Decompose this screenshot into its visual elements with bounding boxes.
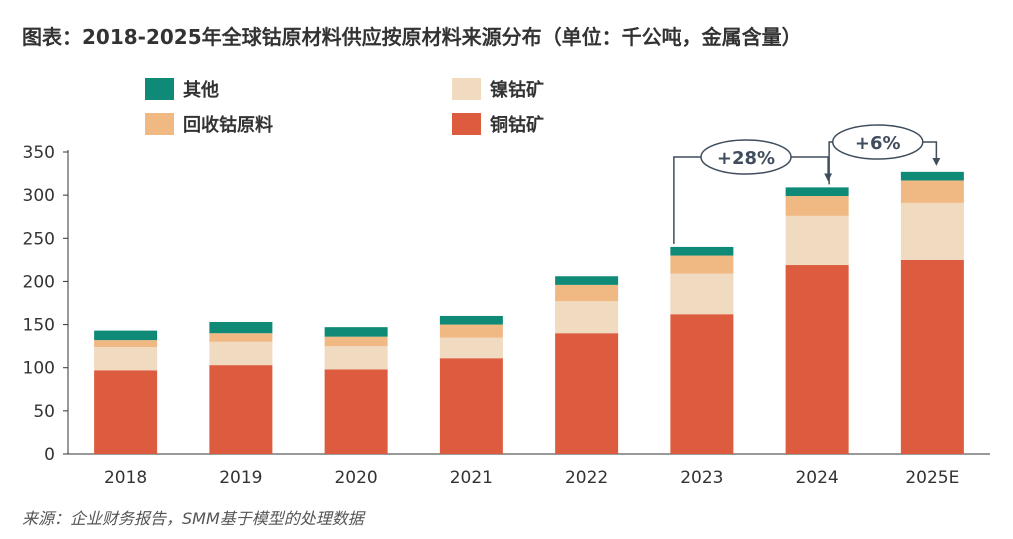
bar-segment-recycled-2025e [900,180,964,203]
bar-segment-other-2022 [555,276,619,285]
legend-item-copper: 铜钴矿 [452,113,544,136]
bar-stack-2018 [94,330,158,454]
growth-label-text: +28% [717,148,775,169]
x-tick-label: 2025E [905,468,959,488]
bar-segment-nickel-2025e [900,202,964,260]
bar-segment-recycled-2024 [785,196,849,216]
legend-item-nickel: 镍钴矿 [452,78,544,101]
bar-stack-2020 [324,327,388,454]
bar-stack-2024 [785,187,849,454]
y-tick-label: 300 [23,186,55,206]
bar-segment-recycled-2020 [324,336,388,347]
bar-segment-copper-2025e [900,259,964,454]
legend-swatch-recycled [145,113,174,135]
growth-annotation-2024-2025e: +6% [828,124,941,185]
bar-segment-copper-2024 [785,265,849,454]
bar-segment-copper-2018 [94,370,158,454]
chart-source-note: 来源：企业财务报告，SMM基于模型的处理数据 [22,509,364,528]
y-tick-label: 250 [23,229,55,249]
legend-swatch-copper [452,113,481,135]
bar-stack-2019 [209,321,273,454]
y-tick-label: 50 [33,402,55,422]
bar-segment-other-2018 [94,330,158,341]
growth-label-bubble [700,139,792,175]
growth-annotations: +28% +6% [673,124,941,244]
x-tick-label: 2023 [680,468,723,488]
bar-segment-recycled-2019 [209,333,273,342]
bar-stack-2025e [900,171,964,454]
bar-stack-2022 [555,276,619,454]
bar-segment-copper-2020 [324,369,388,454]
y-tick-label: 200 [23,272,55,292]
bar-segment-recycled-2022 [555,284,619,302]
bar-segment-nickel-2018 [94,347,158,371]
y-axis: 0 50 100 150 200 250 300 350 [23,143,69,465]
x-axis: 2018 2019 2020 2021 2022 2023 2024 2025E [68,453,990,488]
bar-segment-nickel-2023 [670,273,734,315]
bar-segment-other-2023 [670,246,734,256]
bar-segment-other-2021 [439,315,503,325]
bar-segment-recycled-2023 [670,255,734,274]
bar-segment-copper-2022 [555,333,619,454]
bar-segment-nickel-2019 [209,341,273,366]
y-tick-label: 350 [23,143,55,163]
bar-segment-nickel-2021 [439,337,503,359]
x-tick-label: 2021 [450,468,493,488]
x-tick-label: 2019 [219,468,262,488]
bar-segment-nickel-2022 [555,301,619,334]
x-tick-label: 2020 [334,468,377,488]
x-tick-label: 2018 [104,468,147,488]
x-tick-label: 2024 [795,468,838,488]
bar-segment-other-2020 [324,327,388,337]
bar-segment-other-2024 [785,187,849,197]
legend-label-copper: 铜钴矿 [490,114,544,136]
legend-label-other: 其他 [183,79,219,101]
y-tick-label: 0 [44,445,55,465]
growth-label-bubble [832,124,924,160]
bar-segment-copper-2021 [439,358,503,454]
legend-label-nickel: 镍钴矿 [490,79,544,101]
legend-item-recycled: 回收钴原料 [145,113,273,136]
bar-segment-recycled-2021 [439,324,503,338]
y-tick-label: 100 [23,359,55,379]
legend-swatch-other [145,78,174,100]
bar-segment-copper-2019 [209,365,273,454]
x-tick-label: 2022 [565,468,608,488]
bar-stack-2023 [670,246,734,454]
bar-segment-other-2019 [209,321,273,334]
bar-segment-nickel-2024 [785,215,849,266]
bar-stack-2021 [439,315,503,454]
growth-label-text: +6% [855,133,901,154]
legend-label-recycled: 回收钴原料 [183,114,273,136]
growth-annotation-2023-2024: +28% [673,139,833,244]
bar-segment-nickel-2020 [324,346,388,370]
y-tick-label: 150 [23,316,55,336]
bar-series-group [94,171,964,454]
bar-segment-recycled-2018 [94,340,158,348]
legend-item-other: 其他 [145,78,219,101]
chart-title: 图表：2018-2025年全球钴原材料供应按原材料来源分布（单位：千公吨，金属含… [22,25,802,49]
legend-swatch-nickel [452,78,481,100]
bar-segment-copper-2023 [670,314,734,454]
bar-segment-other-2025e [900,171,964,181]
